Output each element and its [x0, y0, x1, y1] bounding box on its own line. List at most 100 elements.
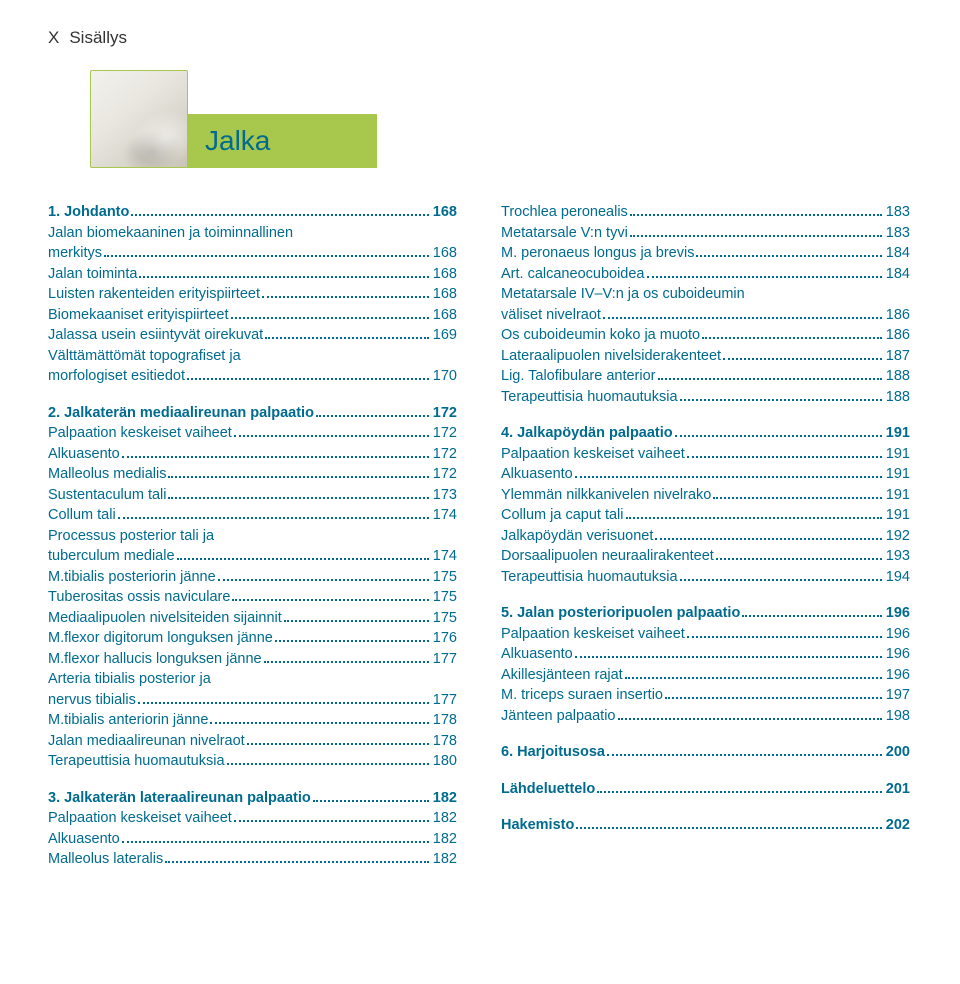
toc-entry-row: Terapeuttisia huomautuksia188 [501, 387, 910, 408]
toc-entry-label: Collum tali [48, 505, 116, 526]
toc-leader [713, 491, 881, 499]
toc-entry-page: 172 [433, 403, 457, 424]
toc-entry-row: Jalkapöydän verisuonet192 [501, 526, 910, 547]
toc-leader [122, 450, 429, 458]
toc-entry-page: 172 [433, 444, 457, 465]
toc-entry-page: 187 [886, 346, 910, 367]
toc-entry-row: Alkuasento196 [501, 644, 910, 665]
toc-entry-label: merkitys [48, 243, 102, 264]
toc-entry-page: 200 [886, 742, 910, 763]
toc-entry-page: 172 [433, 423, 457, 444]
toc-leader [575, 650, 882, 658]
toc-left-column: 1. Johdanto168Jalan biomekaaninen ja toi… [48, 202, 457, 870]
toc-entry-label: Arteria tibialis posterior ja [48, 669, 211, 690]
toc-leader [210, 716, 428, 724]
toc-leader [227, 757, 429, 765]
toc-entry-page: 182 [433, 849, 457, 870]
toc-entry-page: 182 [433, 829, 457, 850]
toc-leader [630, 208, 882, 216]
toc-leader [234, 814, 429, 822]
toc-entry-label: Dorsaalipuolen neuraalirakenteet [501, 546, 714, 567]
toc-entry-label: nervus tibialis [48, 690, 136, 711]
toc-entry-page: 196 [886, 603, 910, 624]
toc-entry-label: Luisten rakenteiden erityispiirteet [48, 284, 260, 305]
toc-leader [696, 249, 881, 257]
toc-entry-label: M.tibialis anteriorin jänne [48, 710, 208, 731]
toc-leader [665, 691, 882, 699]
toc-entry-label: M. peronaeus longus ja brevis [501, 243, 694, 264]
toc-leader [647, 270, 882, 278]
toc-entry-label: morfologiset esitiedot [48, 366, 185, 387]
toc-leader [118, 511, 429, 519]
toc-entry-label: Jänteen palpaatio [501, 706, 616, 727]
chapter-thumbnail [90, 70, 188, 168]
toc-leader [680, 573, 882, 581]
toc-leader [702, 331, 882, 339]
toc-entry-page: 184 [886, 243, 910, 264]
toc-leader [104, 249, 429, 257]
toc-entry-label: Tuberositas ossis naviculare [48, 587, 230, 608]
toc-entry-page: 168 [433, 202, 457, 223]
toc-leader [275, 634, 429, 642]
toc-entry-label: 4. Jalkapöydän palpaatio [501, 423, 673, 444]
chapter-title-bar: Jalka [187, 114, 377, 168]
toc-entry-row: Akillesjänteen rajat196 [501, 665, 910, 686]
toc-entry-page: 168 [433, 264, 457, 285]
toc-entry-row: väliset nivelraot186 [501, 305, 910, 326]
toc-entry-row: Jalan mediaalireunan nivelraot178 [48, 731, 457, 752]
toc-entry-page: 178 [433, 731, 457, 752]
toc-entry-row: Sustentaculum tali173 [48, 485, 457, 506]
toc-leader [625, 671, 882, 679]
toc-entry-row: Arteria tibialis posterior ja [48, 669, 457, 690]
toc-leader [630, 229, 882, 237]
toc-entry-page: 175 [433, 587, 457, 608]
section-gap [501, 799, 910, 815]
toc-entry-label: Malleolus medialis [48, 464, 166, 485]
toc-entry-row: nervus tibialis 177 [48, 690, 457, 711]
toc-leader [187, 372, 429, 380]
toc-entry-row: Os cuboideumin koko ja muoto186 [501, 325, 910, 346]
toc-leader [603, 311, 882, 319]
toc-entry-page: 168 [433, 284, 457, 305]
toc-entry-page: 176 [433, 628, 457, 649]
toc-entry-row: M.tibialis anteriorin jänne178 [48, 710, 457, 731]
toc-entry-label: Collum ja caput tali [501, 505, 624, 526]
toc-entry-page: 182 [433, 788, 457, 809]
toc-leader [232, 593, 428, 601]
toc-entry-page: 191 [886, 464, 910, 485]
toc-entry-row: Alkuasento191 [501, 464, 910, 485]
toc-entry-page: 177 [433, 690, 457, 711]
page-header: X Sisällys [48, 28, 910, 48]
toc-entry-row: Trochlea peronealis183 [501, 202, 910, 223]
toc-leader [680, 393, 882, 401]
toc-entry-row: Alkuasento182 [48, 829, 457, 850]
toc-heading-row: 6. Harjoitusosa200 [501, 742, 910, 763]
toc-entry-row: Terapeuttisia huomautuksia180 [48, 751, 457, 772]
toc-entry-page: 184 [886, 264, 910, 285]
toc-leader [675, 429, 882, 437]
toc-entry-page: 182 [433, 808, 457, 829]
toc-entry-label: Ylemmän nilkkanivelen nivelrako [501, 485, 711, 506]
toc-leader [575, 470, 882, 478]
toc-entry-label: Palpaation keskeiset vaiheet [48, 423, 232, 444]
toc-entry-page: 175 [433, 608, 457, 629]
toc-entry-page: 169 [433, 325, 457, 346]
toc-leader [597, 785, 882, 793]
toc-entry-label: Trochlea peronealis [501, 202, 628, 223]
toc-entry-page: 196 [886, 665, 910, 686]
toc-leader [658, 372, 882, 380]
toc-entry-row: Lig. Talofibulare anterior188 [501, 366, 910, 387]
toc-entry-label: 1. Johdanto [48, 202, 129, 223]
toc-leader [262, 290, 429, 298]
toc-entry-label: Palpaation keskeiset vaiheet [501, 444, 685, 465]
toc-leader [139, 270, 428, 278]
toc-entry-label: Terapeuttisia huomautuksia [48, 751, 225, 772]
toc-entry-row: Jalassa usein esiintyvät oirekuvat169 [48, 325, 457, 346]
toc-entry-row: morfologiset esitiedot170 [48, 366, 457, 387]
toc-entry-row: Ylemmän nilkkanivelen nivelrako191 [501, 485, 910, 506]
toc-leader [687, 630, 882, 638]
toc-entry-label: M.flexor hallucis longuksen jänne [48, 649, 262, 670]
toc-entry-page: 188 [886, 387, 910, 408]
toc-heading-row: 2. Jalkaterän mediaalireunan palpaatio17… [48, 403, 457, 424]
toc-entry-page: 196 [886, 624, 910, 645]
